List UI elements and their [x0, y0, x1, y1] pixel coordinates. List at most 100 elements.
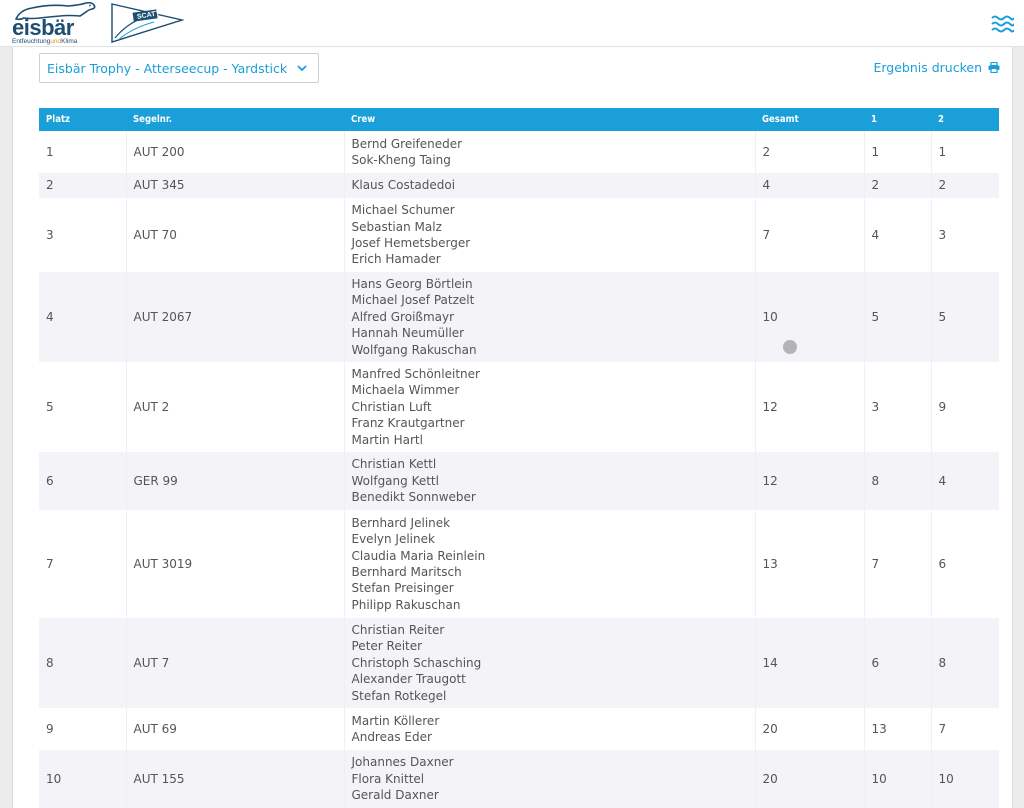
- header-platz[interactable]: Platz: [39, 108, 126, 131]
- table-row: 4 AUT 2067 Hans Georg Börtlein Michael Jose…: [39, 272, 999, 362]
- cell-race-2: 4: [931, 452, 999, 510]
- cell-platz: 10: [39, 750, 127, 808]
- crew-member: Klaus Costadedoi: [351, 178, 456, 193]
- cell-crew: Christian Kettl Wolfgang Kettl Benedikt So…: [344, 452, 756, 510]
- cell-gesamt: 10: [755, 272, 865, 362]
- chevron-down-icon: [297, 65, 307, 72]
- crew-member: Stefan Preisinger: [351, 581, 454, 596]
- crew-member: Philipp Rakuschan: [351, 597, 461, 612]
- cell-platz: 5: [39, 362, 127, 452]
- crew-member: Alfred Groißmayr: [351, 309, 455, 324]
- cell-gesamt: 20: [755, 708, 865, 750]
- waves-menu-icon[interactable]: [990, 14, 1015, 34]
- crew-member: Manfred Schönleitner: [351, 366, 480, 381]
- cell-crew: Michael Schumer Sebastian Malz Josef Hemet…: [344, 198, 756, 272]
- crew-member: Benedikt Sonnweber: [351, 490, 476, 505]
- crew-member: Hannah Neumüller: [351, 326, 465, 341]
- cell-gesamt: 12: [755, 362, 865, 452]
- top-bar: eisbär EntfeuchtungundKlima SCATT: [0, 0, 1024, 47]
- cell-gesamt: 7: [755, 198, 865, 272]
- cell-race-1: 5: [864, 272, 932, 362]
- cell-segelnr: AUT 345: [126, 173, 345, 198]
- cell-race-2: 5: [931, 272, 999, 362]
- print-results-label: Ergebnis drucken: [873, 60, 982, 75]
- cell-crew: Martin Köllerer Andreas Eder: [344, 708, 756, 750]
- header-segelnr[interactable]: Segelnr.: [126, 108, 344, 131]
- cell-race-1: 4: [864, 198, 932, 272]
- cell-race-1: 1: [864, 131, 932, 173]
- cell-race-2: 8: [931, 618, 999, 708]
- crew-member: Johannes Daxner: [351, 755, 454, 770]
- crew-member: Wolfgang Rakuschan: [351, 342, 477, 357]
- eisbaer-tagline: EntfeuchtungundKlima: [12, 38, 78, 45]
- header-crew[interactable]: Crew: [344, 108, 755, 131]
- cell-platz: 2: [39, 173, 127, 198]
- cell-race-2: 9: [931, 362, 999, 452]
- cell-platz: 3: [39, 198, 127, 272]
- crew-member: Josef Hemetsberger: [351, 236, 471, 250]
- table-row: 8 AUT 7 Christian Reiter Peter Reiter Christ…: [39, 618, 999, 708]
- cell-race-2: 1: [931, 131, 999, 173]
- mouse-cursor: [783, 340, 797, 354]
- crew-member: Martin Köllerer: [351, 713, 440, 728]
- cell-platz: 7: [39, 510, 127, 618]
- crew-member: Andreas Eder: [351, 730, 432, 744]
- table-row: 5 AUT 2 Manfred Schönleitner Michaela Wimme…: [39, 362, 999, 452]
- printer-icon: [988, 62, 1000, 73]
- cell-crew: Klaus Costadedoi: [344, 173, 756, 198]
- eisbaer-wordmark: eisbär: [12, 15, 74, 40]
- cell-gesamt: 4: [755, 173, 865, 198]
- crew-member: Evelyn Jelinek: [351, 532, 435, 547]
- crew-member: Flora Knittel: [351, 771, 425, 786]
- cell-gesamt: 12: [755, 452, 865, 510]
- table-row: 3 AUT 70 Michael Schumer Sebastian Malz Jose…: [39, 198, 999, 272]
- cell-crew: Johannes Daxner Flora Knittel Gerald Daxne…: [344, 750, 756, 808]
- cell-race-2: 2: [931, 173, 999, 198]
- polar-bear-icon: [14, 1, 96, 21]
- crew-member: Gerald Daxner: [351, 788, 439, 803]
- cell-race-1: 8: [864, 452, 932, 510]
- crew-member: Sok-Kheng Taing: [351, 153, 451, 167]
- cell-crew: Manfred Schönleitner Michaela Wimmer Chris…: [344, 362, 756, 452]
- results-table: Platz Segelnr. Crew Gesamt 1 2 1 AUT 200 B…: [39, 108, 999, 808]
- header-gesamt[interactable]: Gesamt: [755, 108, 864, 131]
- cell-race-1: 6: [864, 618, 932, 708]
- cell-race-2: 3: [931, 198, 999, 272]
- crew-member: Christian Kettl: [351, 457, 437, 472]
- crew-member: Bernhard Maritsch: [351, 565, 462, 579]
- header-race-2[interactable]: 2: [931, 108, 999, 131]
- results-panel: Eisbär Trophy - Atterseecup - Yardstick …: [12, 47, 1013, 808]
- cell-gesamt: 13: [755, 510, 865, 618]
- table-row: 1 AUT 200 Bernd Greifeneder Sok-Kheng Taing…: [39, 131, 999, 173]
- cell-crew: Hans Georg Börtlein Michael Josef Patzelt…: [344, 272, 756, 362]
- cell-crew: Christian Reiter Peter Reiter Christoph Sc…: [344, 618, 756, 708]
- crew-member: Stefan Rotkegel: [351, 688, 447, 703]
- cell-gesamt: 20: [755, 750, 865, 808]
- header-race-1[interactable]: 1: [864, 108, 931, 131]
- cell-race-1: 2: [864, 173, 932, 198]
- scatt-logo[interactable]: SCATT: [110, 2, 185, 44]
- cell-race-1: 3: [864, 362, 932, 452]
- crew-member: Franz Krautgartner: [351, 416, 465, 431]
- table-row: 6 GER 99 Christian Kettl Wolfgang Kettl Bene…: [39, 452, 999, 510]
- crew-member: Bernhard Jelinek: [351, 515, 451, 530]
- cell-crew: Bernhard Jelinek Evelyn Jelinek Claudia Ma…: [344, 510, 756, 618]
- cell-segelnr: AUT 200: [126, 131, 345, 173]
- eisbaer-logo[interactable]: eisbär EntfeuchtungundKlima: [10, 1, 100, 45]
- cell-segelnr: AUT 70: [126, 198, 345, 272]
- cell-platz: 4: [39, 272, 127, 362]
- cell-race-2: 10: [931, 750, 999, 808]
- print-results-link[interactable]: Ergebnis drucken: [873, 60, 1000, 75]
- cell-race-1: 10: [864, 750, 932, 808]
- cell-platz: 1: [39, 131, 127, 173]
- table-row: 2 AUT 345 Klaus Costadedoi 4 2 2: [39, 173, 999, 198]
- sail-pennant-icon: [111, 3, 185, 43]
- cell-gesamt: 2: [755, 131, 865, 173]
- crew-member: Peter Reiter: [351, 639, 423, 654]
- table-row: 9 AUT 69 Martin Köllerer Andreas Eder 20 13 7: [39, 708, 999, 750]
- crew-member: Christoph Schasching: [351, 655, 482, 670]
- table-header-row: Platz Segelnr. Crew Gesamt 1 2: [39, 108, 999, 131]
- cell-race-2: 7: [931, 708, 999, 750]
- regatta-select[interactable]: Eisbär Trophy - Atterseecup - Yardstick: [39, 53, 319, 83]
- cell-segelnr: AUT 2067: [126, 272, 345, 362]
